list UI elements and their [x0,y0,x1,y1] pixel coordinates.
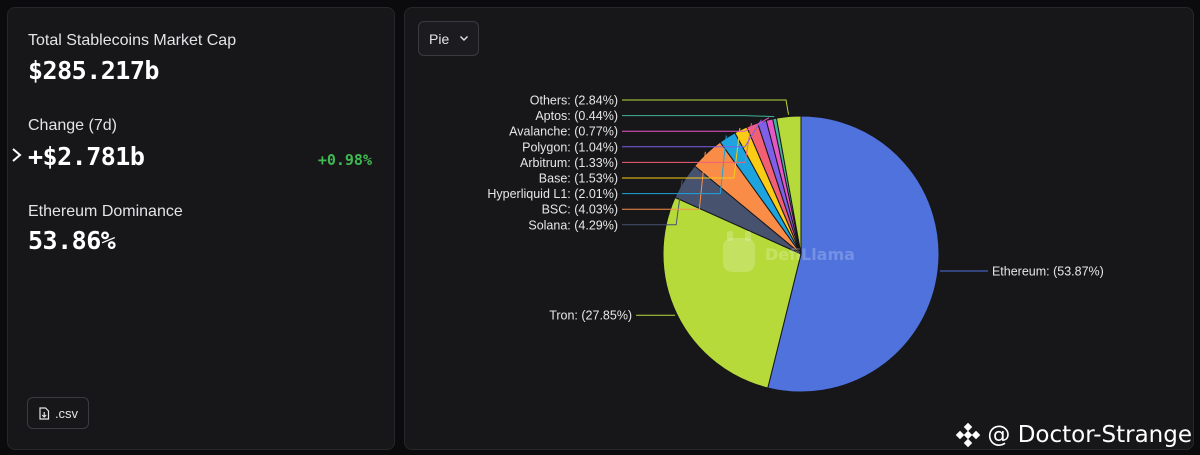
pie-chart: DefiLlama Ethereum: (53.87%) Tron: (27.85… [487,94,1104,393]
pie-label-base: Base: (1.53%) [539,172,618,186]
dominance-label: Ethereum Dominance [28,203,183,220]
market-cap-label: Total Stablecoins Market Cap [28,32,237,49]
market-cap-value: $285.217b [28,56,159,85]
pie-label-bsc: BSC: (4.03%) [542,203,618,217]
chart-type-value: Pie [429,30,450,47]
pie-label-solana: Solana: (4.29%) [528,218,618,232]
pie-label-polygon: Polygon: (1.04%) [522,140,618,154]
change-value: +$2.781b [28,142,145,171]
leader-line-aptos [622,115,775,118]
watermark: DefiLlama [723,231,855,272]
binance-logo-icon [956,422,981,448]
pie-slice-ethereum[interactable] [767,115,940,393]
leader-line-polygon [622,119,762,148]
llama-logo-icon [723,231,755,272]
watermark-text: DefiLlama [765,245,855,264]
download-csv-button[interactable]: .csv [27,397,89,429]
chevron-right-icon[interactable] [10,146,24,164]
leader-line-avalanche [622,117,770,132]
pie-label-avalanche: Avalanche: (0.77%) [509,125,618,139]
pie-label-others: Others: (2.84%) [530,94,618,108]
leader-line-base [622,127,741,179]
author-handle-text: @ Doctor-Strange [987,422,1192,448]
change-percent: +0.98% [317,151,372,169]
dominance-value: 53.86% [28,226,116,255]
pie-slice-others[interactable] [775,115,802,255]
leader-line-solana [622,179,683,226]
pie-label-arbitrum: Arbitrum: (1.33%) [520,156,618,170]
pie-slice-tron[interactable] [662,196,802,389]
chart-panel: Pie DefiLlama Ethereum: (53.87%) Tron: (2… [404,7,1194,450]
leader-line-hyperliquid-l1 [622,135,727,195]
pie-label-hyperliquid-l1: Hyperliquid L1: (2.01%) [487,187,618,201]
author-handle: @ Doctor-Strange [955,422,1192,448]
pie-label-ethereum: Ethereum: (53.87%) [992,264,1104,278]
leader-line-others [622,99,790,115]
pie-label-tron: Tron: (27.85%) [549,309,632,323]
summary-panel: Total Stablecoins Market Cap $285.217b C… [7,7,395,450]
chevron-down-icon [460,36,469,41]
csv-button-label: .csv [54,405,79,421]
change-label: Change (7d) [28,117,117,134]
leader-line-arbitrum [622,122,752,163]
chart-type-dropdown[interactable]: Pie [418,21,479,56]
pie-label-aptos: Aptos: (0.44%) [535,109,618,123]
file-download-icon [39,406,50,420]
leader-line-bsc [622,151,706,210]
